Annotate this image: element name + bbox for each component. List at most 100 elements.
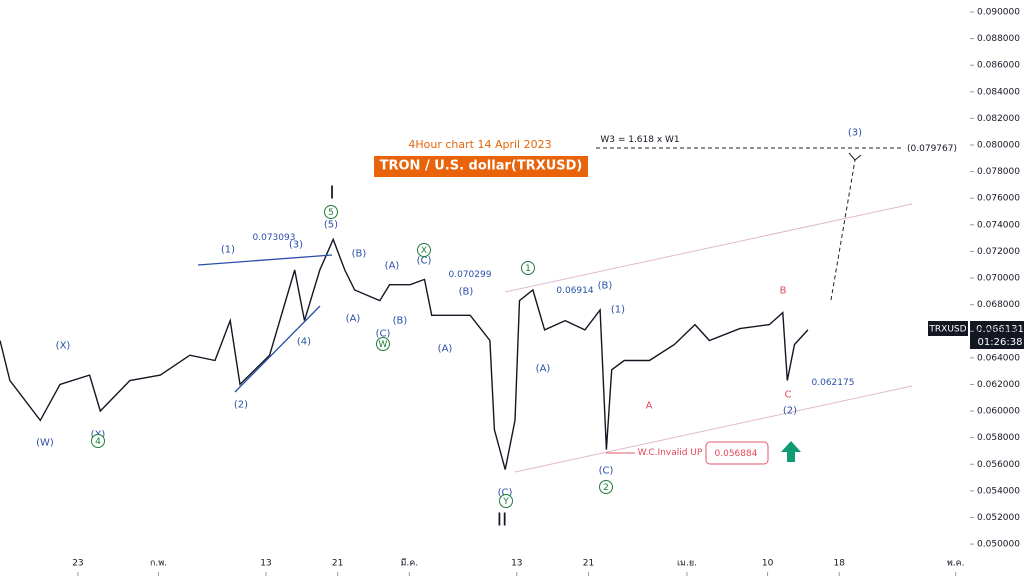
- y-tick-label: 0.080000: [977, 140, 1020, 150]
- price-box: [970, 321, 1024, 349]
- annotation: (3): [289, 240, 303, 251]
- y-tick-label: 0.062000: [977, 380, 1020, 390]
- annotation: 0.073093: [253, 233, 296, 243]
- triangle-upper: [197, 254, 333, 266]
- y-tick-label: 0.058000: [977, 433, 1020, 443]
- invalid-box: [705, 441, 769, 465]
- annotation: (C): [417, 256, 432, 267]
- x-tick-label: 21: [332, 559, 343, 569]
- x-tick-label: 13: [511, 559, 522, 569]
- symbol: TRXUSD: [928, 325, 966, 335]
- annotation: (A): [438, 344, 453, 355]
- annotation: (C): [498, 488, 513, 499]
- annotation: C: [785, 390, 792, 401]
- channel-lower: [514, 385, 913, 473]
- annotation: (2): [783, 406, 797, 417]
- y-tick-label: 0.090000: [977, 7, 1020, 17]
- symbol-box: [928, 321, 968, 336]
- wave-circle: [324, 205, 338, 219]
- annotation: (1): [221, 245, 235, 256]
- triangle-lower: [234, 305, 321, 393]
- annotation: 0.06914: [556, 286, 593, 296]
- chart-title: TRON / U.S. dollar(TRXUSD): [380, 159, 583, 174]
- annotation: W.C.Invalid UP: [638, 448, 703, 458]
- annotation: A: [646, 401, 653, 412]
- wave-circle: [499, 494, 513, 508]
- annotation: 0.056884: [715, 449, 758, 459]
- y-tick-label: 0.066000: [977, 327, 1020, 337]
- annotation: (5): [324, 220, 338, 231]
- y-tick-label: 0.070000: [977, 274, 1020, 284]
- y-tick-label: 0.052000: [977, 513, 1020, 523]
- annotation: (C): [376, 329, 391, 340]
- projection-head: [848, 152, 862, 161]
- annotation: (4): [297, 337, 311, 348]
- annotation: (2): [234, 400, 248, 411]
- y-tick-label: 0.088000: [977, 34, 1020, 44]
- annotation: (C): [599, 466, 614, 477]
- y-tick-label: 0.072000: [977, 247, 1020, 257]
- x-tick-label: 21: [583, 559, 594, 569]
- y-tick-label: 0.078000: [977, 167, 1020, 177]
- channel-upper: [504, 203, 913, 293]
- x-tick-label: มี.ค.: [400, 558, 418, 569]
- wave-circle: [599, 480, 613, 494]
- annotation: (A): [346, 314, 361, 325]
- x-tick-label: เม.ย.: [677, 559, 697, 569]
- annotation: (B): [352, 249, 367, 260]
- last-price: 0.066131: [976, 324, 1024, 335]
- projection: [830, 159, 856, 301]
- wave-circle: [91, 434, 105, 448]
- annotation: Y: [502, 497, 509, 507]
- x-tick-label: 23: [72, 559, 83, 569]
- annotation: 2: [603, 483, 609, 493]
- wave-circle: [376, 337, 390, 351]
- annotation: W: [379, 340, 388, 350]
- annotation: (1): [611, 305, 625, 316]
- countdown: 01:26:38: [978, 337, 1023, 348]
- annotation: (X): [56, 341, 71, 352]
- y-tick-label: 0.076000: [977, 194, 1020, 204]
- annotation: (B): [598, 281, 613, 292]
- y-tick-label: 0.056000: [977, 460, 1020, 470]
- x-tick-label: 18: [834, 559, 846, 569]
- y-tick-label: 0.064000: [977, 353, 1020, 363]
- annotation: II: [497, 510, 508, 531]
- annotation: (W): [36, 438, 54, 449]
- annotation: (3): [848, 128, 862, 139]
- annotation: 0.070299: [449, 270, 492, 280]
- up-arrow: [781, 441, 801, 462]
- y-tick-label: 0.082000: [977, 114, 1020, 124]
- price-line: [0, 237, 809, 470]
- title-box: [374, 156, 588, 177]
- y-tick-label: 0.074000: [977, 220, 1020, 230]
- wave-circle: [417, 243, 431, 257]
- y-tick-label: 0.054000: [977, 486, 1020, 496]
- annotation: (B): [459, 287, 474, 298]
- x-tick-label: 10: [762, 559, 774, 569]
- annotation: 0.062175: [812, 378, 855, 388]
- chart-subtitle: 4Hour chart 14 April 2023: [408, 138, 551, 151]
- annotation: (0.079767): [907, 144, 957, 154]
- wave-circle: [521, 261, 535, 275]
- annotation: X: [421, 246, 427, 256]
- annotation: B: [780, 286, 787, 297]
- y-tick-label: 0.060000: [977, 407, 1020, 417]
- annotation: (B): [393, 316, 408, 327]
- annotation: (A): [385, 261, 400, 272]
- annotation: W3 = 1.618 x W1: [600, 135, 679, 145]
- annotation: 1: [525, 264, 531, 274]
- annotation: 5: [328, 208, 334, 218]
- annotation: 4: [95, 437, 101, 447]
- annotation: (A): [536, 364, 551, 375]
- y-tick-label: 0.086000: [977, 61, 1020, 71]
- x-tick-label: ก.พ.: [150, 559, 167, 569]
- y-tick-label: 0.050000: [977, 540, 1020, 550]
- x-tick-label: 13: [260, 559, 271, 569]
- y-tick-label: 0.084000: [977, 87, 1020, 97]
- x-tick-label: พ.ค.: [947, 559, 965, 569]
- annotation: I: [329, 183, 334, 204]
- y-tick-label: 0.068000: [977, 300, 1020, 310]
